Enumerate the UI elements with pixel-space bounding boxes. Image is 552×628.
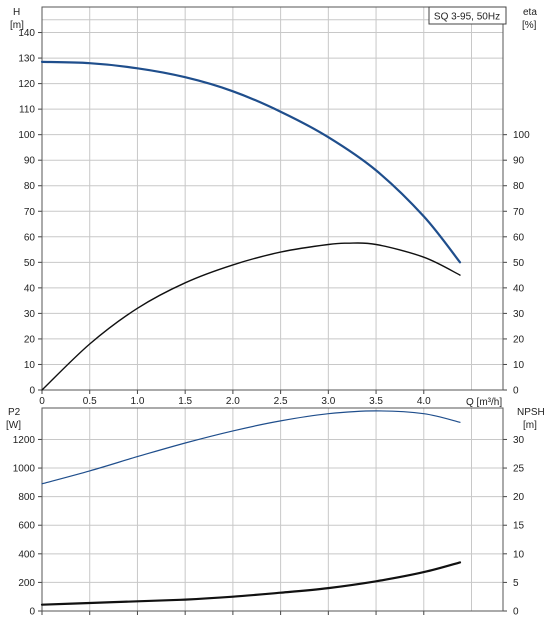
y-right-tick-label: 20 bbox=[513, 334, 525, 345]
y-left-tick-label: 80 bbox=[24, 181, 36, 192]
y-right-tick-label: 70 bbox=[513, 207, 525, 218]
x-tick-label: 1.5 bbox=[178, 396, 192, 407]
x-tick-label: 0 bbox=[39, 396, 45, 407]
power-npsh-panel: 0 200 400 600 800 1000 1200 0 5 10 15 20 25 30 bbox=[13, 407, 525, 618]
npsh-axis-unit: [m] bbox=[523, 420, 537, 431]
y-right-tick-label: 60 bbox=[513, 232, 525, 243]
y-right-tick-label: 15 bbox=[513, 521, 525, 532]
chart-title: SQ 3-95, 50Hz bbox=[434, 12, 500, 23]
head-curve bbox=[40, 60, 462, 264]
y-left-tick-label: 600 bbox=[18, 521, 35, 532]
y-right-tick-label: 5 bbox=[513, 578, 519, 589]
efficiency-curve bbox=[41, 242, 461, 391]
y-left-tick-label: 200 bbox=[18, 578, 35, 589]
y-left-tick-label: 400 bbox=[18, 549, 35, 560]
x-tick-label: 2.0 bbox=[226, 396, 240, 407]
y-left-tick-label: 0 bbox=[29, 607, 35, 618]
y-left-tick-label: 50 bbox=[24, 258, 36, 269]
y-right-tick-label: 80 bbox=[513, 181, 525, 192]
x-tick-label: 3.5 bbox=[369, 396, 383, 407]
eta-axis-label: eta bbox=[523, 7, 537, 18]
y-right-tick-label: 0 bbox=[513, 607, 519, 618]
h-axis-unit: [m] bbox=[10, 20, 24, 31]
y-left-tick-label: 0 bbox=[29, 386, 35, 397]
npsh-curve bbox=[40, 561, 462, 606]
y-left-tick-label: 800 bbox=[18, 492, 35, 503]
y-right-tick-label: 25 bbox=[513, 464, 525, 475]
x-tick-label: 0.5 bbox=[83, 396, 97, 407]
y-left-tick-label: 40 bbox=[24, 283, 36, 294]
x-tick-label: 2.5 bbox=[274, 396, 288, 407]
y-left-tick-label: 100 bbox=[18, 130, 35, 141]
head-efficiency-panel: 0 10 20 30 40 50 60 70 80 90 100 110 120 130 140 0 10 20 3… bbox=[18, 6, 530, 407]
p2-axis-label: P2 bbox=[8, 407, 21, 418]
power-curve bbox=[41, 410, 461, 485]
plot-frame bbox=[41, 6, 504, 391]
q-axis-label: Q [m³/h] bbox=[466, 397, 502, 408]
y-right-tick-label: 50 bbox=[513, 258, 525, 269]
y-left-tick-label: 110 bbox=[19, 105, 35, 116]
title-box bbox=[428, 6, 507, 25]
eta-axis-unit: [%] bbox=[522, 20, 537, 31]
y-right-tick-label: 10 bbox=[513, 549, 525, 560]
y-right-tick-label: 40 bbox=[513, 283, 525, 294]
npsh-axis-label: NPSH bbox=[517, 407, 545, 418]
y-right-tick-label: 0 bbox=[513, 386, 519, 397]
y-left-tick-label: 20 bbox=[24, 334, 36, 345]
p2-axis-unit: [W] bbox=[6, 420, 21, 431]
y-left-tick-label: 30 bbox=[24, 309, 36, 320]
y-left-tick-label: 90 bbox=[24, 156, 36, 167]
y-right-tick-label: 20 bbox=[513, 492, 525, 503]
y-right-tick-label: 90 bbox=[513, 156, 525, 167]
y-right-tick-label: 10 bbox=[513, 360, 525, 371]
y-left-tick-label: 60 bbox=[24, 232, 36, 243]
y-left-tick-label: 130 bbox=[18, 54, 35, 65]
h-axis-label: H bbox=[13, 7, 20, 18]
y-left-tick-label: 1200 bbox=[13, 435, 36, 446]
x-tick-label: 1.0 bbox=[130, 396, 144, 407]
y-right-tick-label: 30 bbox=[513, 435, 525, 446]
x-tick-label: 3.0 bbox=[321, 396, 335, 407]
y-left-tick-label: 70 bbox=[24, 207, 36, 218]
y-right-tick-label: 30 bbox=[513, 309, 525, 320]
y-left-tick-label: 10 bbox=[24, 360, 36, 371]
y-left-tick-label: 1000 bbox=[13, 464, 36, 475]
plot-frame bbox=[41, 407, 504, 612]
x-tick-label: 4.0 bbox=[417, 396, 431, 407]
y-left-tick-label: 120 bbox=[18, 79, 35, 90]
y-left-tick-label: 140 bbox=[18, 28, 35, 39]
y-right-tick-label: 100 bbox=[513, 130, 530, 141]
